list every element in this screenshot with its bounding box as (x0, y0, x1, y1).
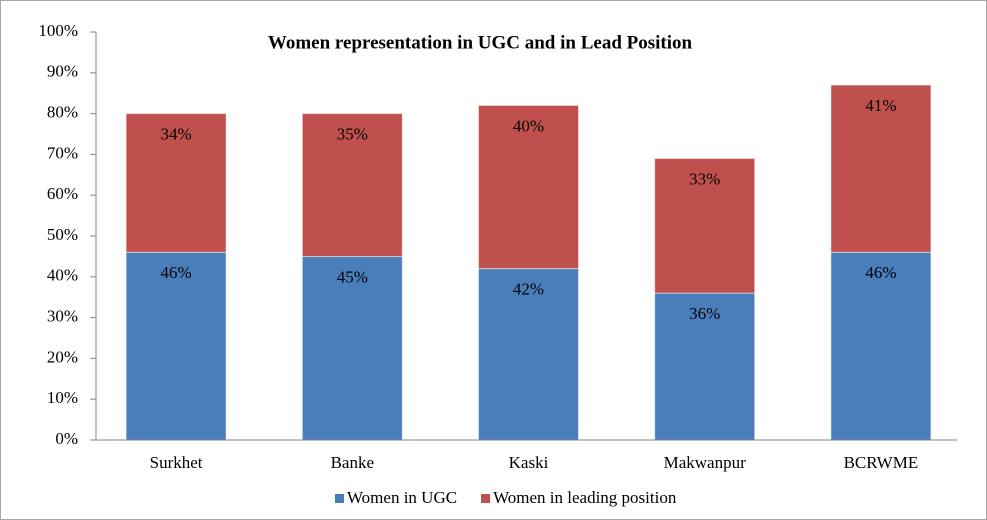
x-tick-label: Banke (331, 453, 374, 472)
y-tick-label: 10% (47, 388, 78, 407)
bar-segment (654, 157, 756, 294)
data-label: 46% (161, 263, 192, 282)
x-tick-label: Makwanpur (664, 453, 746, 472)
legend-swatch (481, 494, 491, 503)
data-label: 40% (513, 116, 544, 135)
x-tick-label: BCRWME (844, 453, 919, 472)
x-tick-label: Kaski (509, 453, 549, 472)
bar-segment (125, 251, 227, 441)
legend-swatch (335, 494, 344, 503)
data-label: 45% (337, 267, 368, 286)
y-tick-label: 80% (47, 103, 78, 122)
data-label: 33% (689, 169, 720, 188)
bar-segment (654, 292, 756, 441)
legend-label: Women in UGC (347, 488, 457, 507)
bar-segment (830, 84, 932, 253)
bar-segment (125, 113, 227, 253)
data-label: 36% (689, 304, 720, 323)
data-label: 42% (513, 280, 544, 299)
data-label: 41% (865, 96, 896, 115)
y-tick-label: 50% (47, 225, 78, 244)
y-tick-label: 20% (47, 347, 78, 366)
y-tick-label: 40% (47, 266, 78, 285)
x-tick-label: Surkhet (150, 453, 203, 472)
data-label: 34% (161, 125, 192, 144)
y-tick-label: 30% (47, 307, 78, 326)
legend-label: Women in leading position (493, 488, 677, 507)
data-label: 35% (337, 125, 368, 144)
y-tick-label: 0% (55, 429, 78, 448)
y-tick-label: 100% (38, 21, 78, 40)
chart-title: Women representation in UGC and in Lead … (268, 32, 693, 53)
data-label: 46% (865, 263, 896, 282)
bar-segment (478, 104, 579, 270)
y-tick-label: 70% (47, 143, 78, 162)
y-tick-label: 60% (47, 184, 78, 203)
y-tick-label: 90% (47, 62, 78, 81)
bar-segment (301, 113, 403, 257)
bar-segment (830, 251, 932, 441)
